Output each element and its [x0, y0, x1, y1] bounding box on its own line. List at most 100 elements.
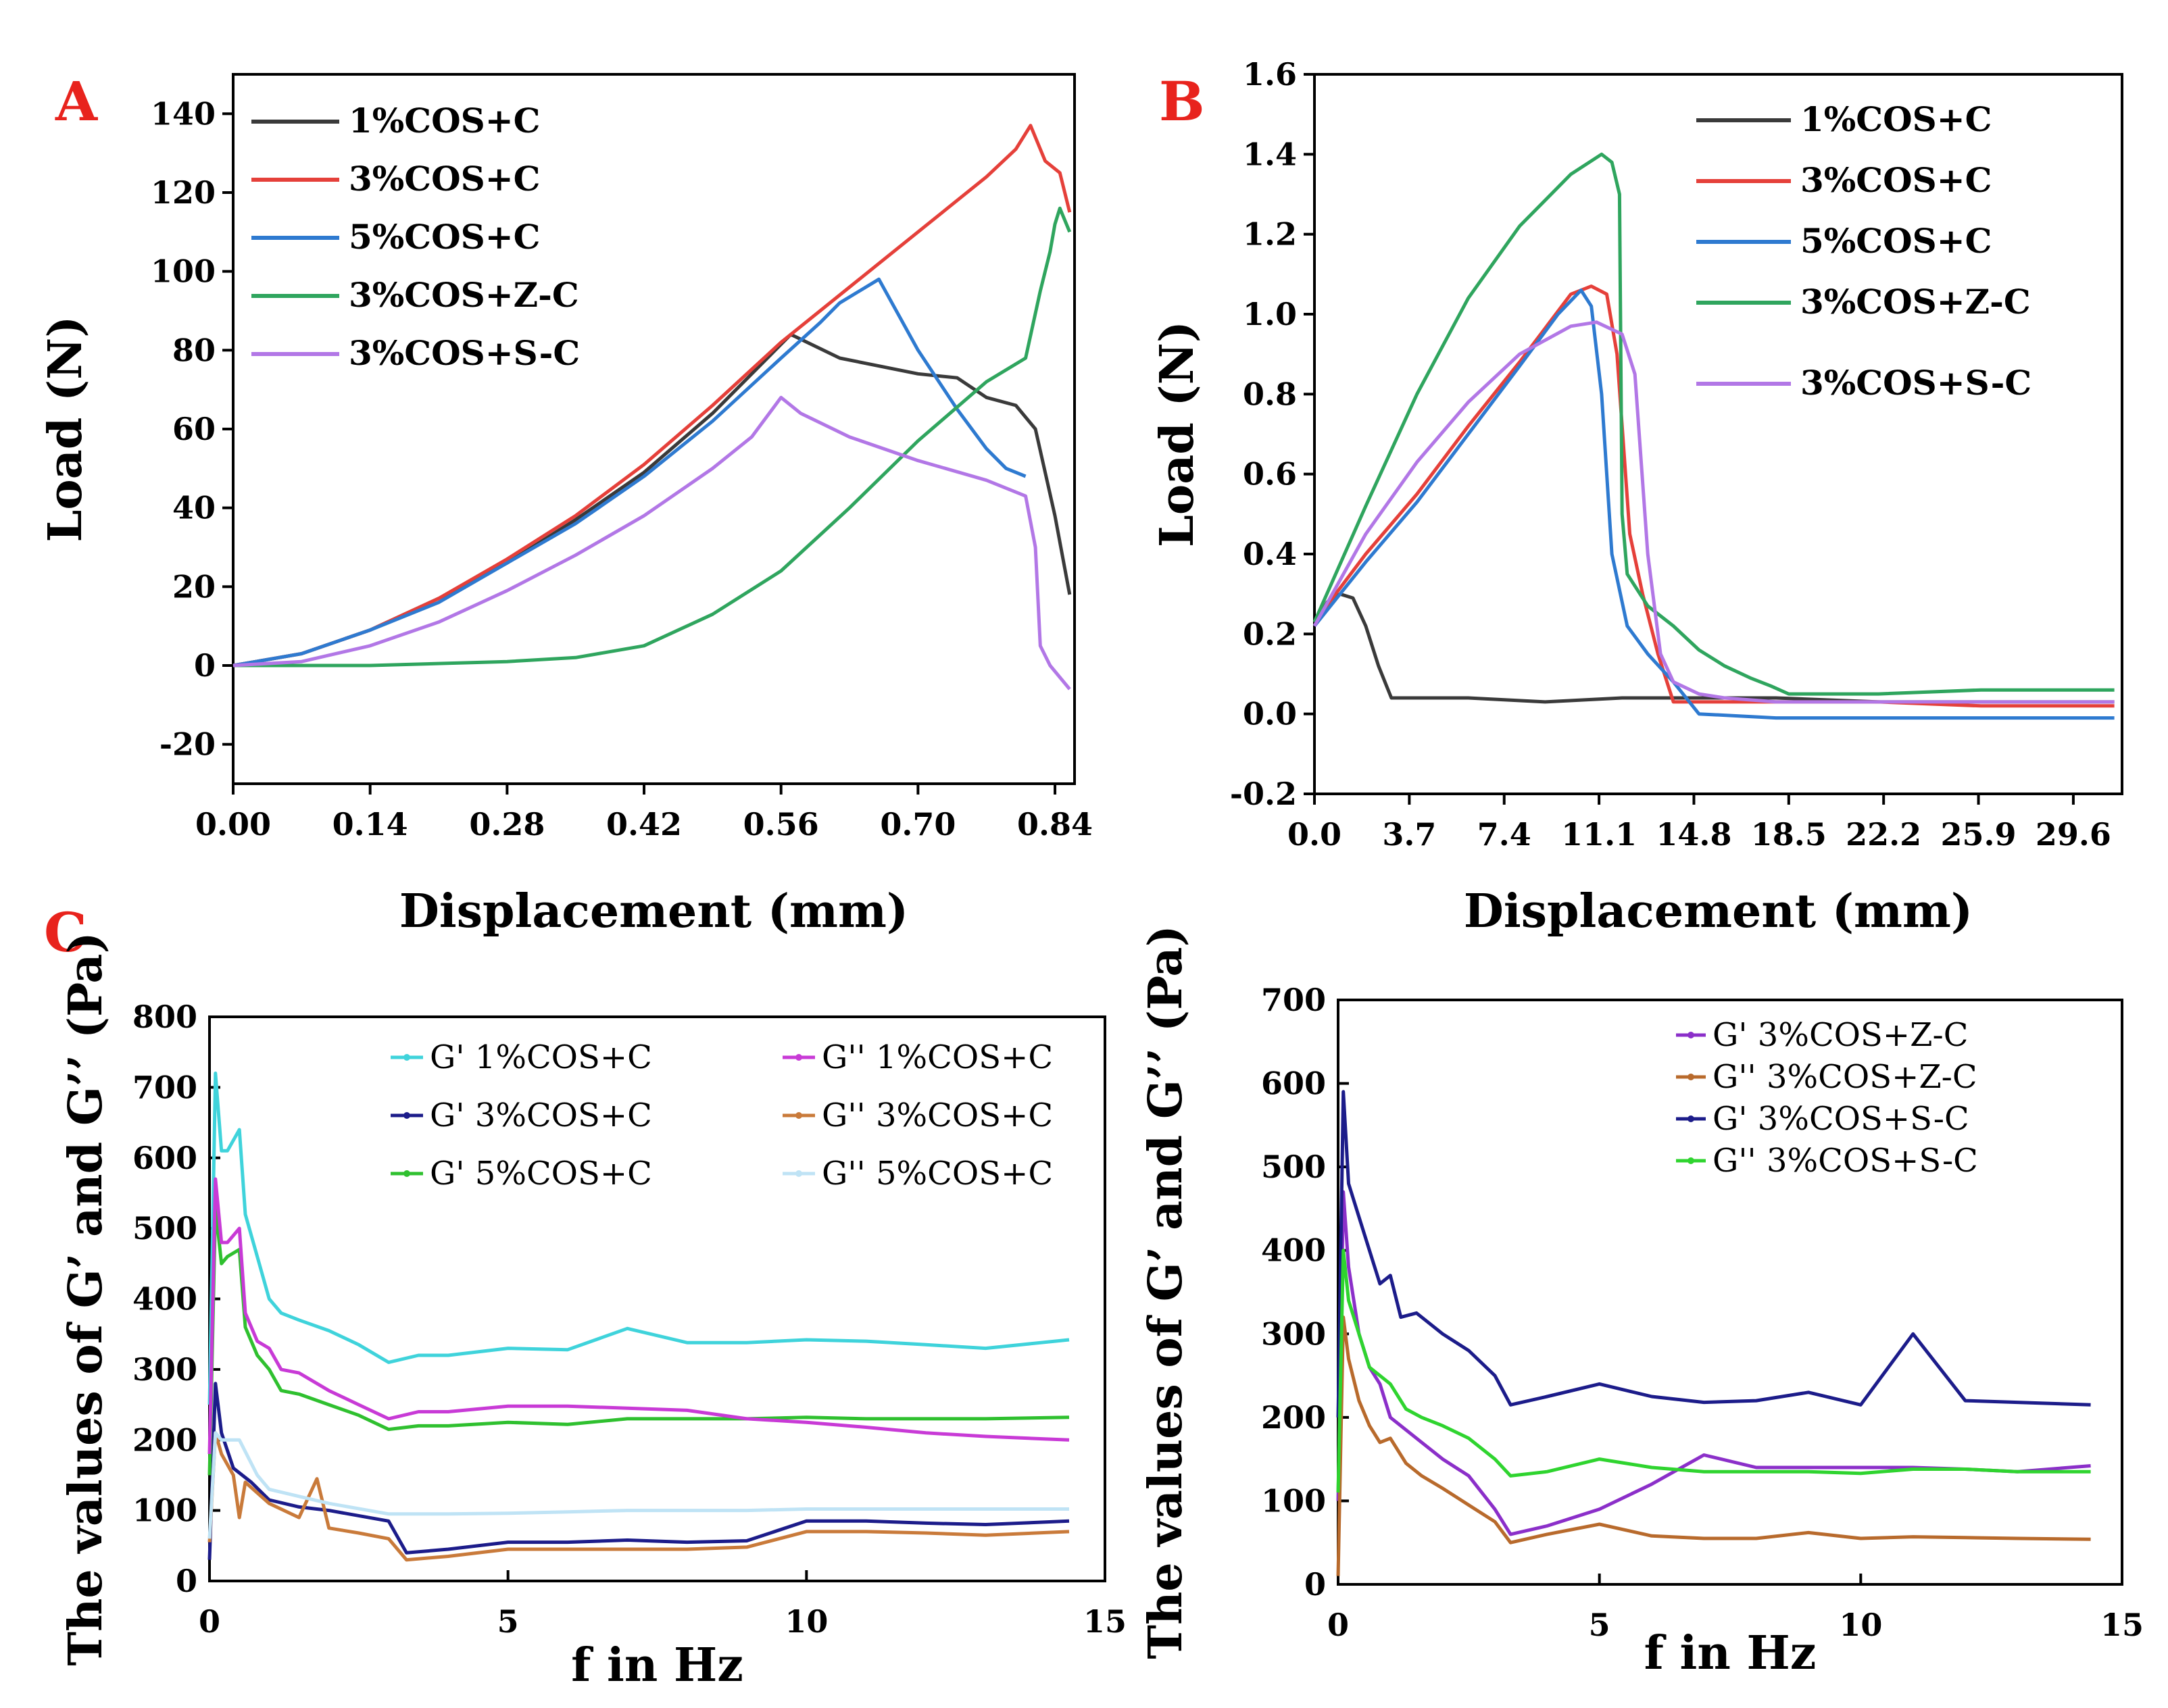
x-tick-label: 0.70 — [880, 806, 956, 843]
y-tick-label: 100 — [1261, 1482, 1326, 1519]
x-tick-label: 5 — [1589, 1607, 1610, 1643]
x-tick-label: 7.4 — [1477, 816, 1531, 853]
y-tick-label: 700 — [132, 1069, 197, 1105]
y-tick-label: 0.6 — [1243, 456, 1297, 493]
y-tick-label: 800 — [132, 999, 197, 1035]
legend-marker — [795, 1112, 802, 1119]
series-line — [1336, 1315, 2091, 1576]
legend-label: G' 5%COS+C — [430, 1155, 652, 1192]
legend-label: 3%COS+C — [349, 159, 540, 199]
x-tick-label: 14.8 — [1656, 816, 1731, 853]
legend-label: 5%COS+C — [1800, 221, 1992, 261]
y-axis-title: Load (N) — [1150, 321, 1204, 547]
series-line — [207, 1431, 1069, 1539]
legend-label: G' 3%COS+Z-C — [1713, 1016, 1968, 1054]
legend-label: G' 3%COS+S-C — [1713, 1100, 1969, 1138]
y-tick-label: 0.4 — [1243, 536, 1297, 572]
x-tick-label: 18.5 — [1751, 816, 1827, 853]
chart-c2-moduli-vs-frequency: 0 100 200 300 400 500 600 700 0 5 10 15 f in Hz The v… — [1139, 925, 2144, 1680]
x-tick-label: 0.0 — [1287, 816, 1341, 853]
y-tick-label: 0.0 — [1243, 696, 1297, 732]
y-axis-title: Load (N) — [39, 316, 93, 543]
legend-label: G'' 3%COS+Z-C — [1713, 1058, 1977, 1096]
y-tick-label: 400 — [1261, 1232, 1326, 1269]
legend-label: 3%COS+S-C — [349, 333, 580, 373]
y-tick-label: 140 — [151, 95, 216, 132]
x-tick-label: 0.56 — [743, 806, 819, 843]
y-tick-label: 600 — [132, 1140, 197, 1176]
x-tick-label: 0.28 — [469, 806, 545, 843]
x-tick-label: 5 — [497, 1603, 519, 1640]
y-tick-label: 1.6 — [1243, 56, 1297, 93]
x-tick-label: 11.1 — [1561, 816, 1637, 853]
y-tick-label: 1.0 — [1243, 296, 1297, 332]
series-line — [207, 1431, 1070, 1562]
x-tick-label: 0.14 — [332, 806, 408, 843]
series-line — [232, 124, 1072, 668]
plot-frame — [1313, 73, 2123, 795]
x-axis-title: Displacement (mm) — [1464, 884, 1973, 938]
legend-label: 3%COS+Z-C — [1800, 282, 2031, 322]
y-tick-label: 200 — [1261, 1399, 1326, 1436]
y-tick-label: 100 — [151, 253, 216, 290]
chart-b-load-vs-displacement: -0.2 0.0 0.2 0.4 0.6 0.8 1.0 1.2 1.4 1.6 0.0 3.7 7.4… — [1150, 56, 2123, 938]
chart-c1-moduli-vs-frequency: 0 100 200 300 400 500 600 700 800 0 5 10 15 f in Hz Th… — [59, 932, 1127, 1692]
y-tick-label: 0 — [1304, 1566, 1326, 1603]
x-tick-label: 0 — [199, 1603, 220, 1640]
x-axis-title: f in Hz — [1644, 1626, 1817, 1680]
y-tick-label: 100 — [132, 1492, 197, 1529]
legend-marker — [403, 1054, 410, 1061]
series-line — [1313, 288, 2115, 720]
x-axis-title: f in Hz — [571, 1638, 743, 1692]
y-axis-title: The values of G’ and G’’ (Pa) — [59, 932, 113, 1665]
legend-marker — [1687, 1074, 1694, 1080]
y-tick-label: 300 — [1261, 1315, 1326, 1352]
panel-label-a: A — [55, 70, 98, 133]
y-tick-label: 400 — [132, 1281, 197, 1317]
legend-marker — [403, 1112, 410, 1119]
series-line — [207, 1177, 1070, 1455]
x-tick-label: 0 — [1327, 1607, 1349, 1643]
legend-marker — [403, 1170, 410, 1177]
x-tick-label: 0.00 — [195, 806, 271, 843]
legend-label: G' 3%COS+C — [430, 1097, 652, 1134]
series-line — [232, 395, 1071, 690]
legend-label: G' 1%COS+C — [430, 1038, 652, 1076]
y-tick-label: 120 — [151, 174, 216, 211]
y-tick-label: 0 — [176, 1563, 197, 1599]
x-tick-label: 22.2 — [1846, 816, 1921, 853]
y-tick-label: 60 — [172, 411, 216, 447]
y-tick-label: -0.2 — [1230, 776, 1297, 812]
y-axis-title: The values of G’ and G’’ (Pa) — [1139, 925, 1193, 1659]
y-tick-label: 200 — [132, 1422, 197, 1458]
legend-label: 1%COS+C — [349, 101, 540, 141]
legend-marker — [1687, 1115, 1694, 1122]
series-line — [1312, 320, 2115, 704]
panel-label-c: C — [44, 901, 87, 964]
y-tick-label: 500 — [1261, 1149, 1326, 1185]
legend-label: G'' 5%COS+C — [822, 1155, 1053, 1192]
series-line — [1312, 592, 2115, 704]
y-tick-label: 80 — [172, 332, 216, 368]
x-tick-label: 10 — [785, 1603, 828, 1640]
panel-label-b: B — [1159, 70, 1205, 133]
x-tick-label: 25.9 — [1941, 816, 2017, 853]
legend-label: 3%COS+S-C — [1800, 363, 2031, 403]
legend-label: G'' 3%COS+S-C — [1713, 1142, 1978, 1180]
x-tick-label: 15 — [2100, 1607, 2144, 1643]
legend-marker — [795, 1170, 802, 1177]
x-tick-label: 15 — [1083, 1603, 1127, 1640]
legend-marker — [1687, 1032, 1694, 1038]
y-tick-label: 1.2 — [1243, 216, 1297, 253]
x-tick-label: 10 — [1839, 1607, 1882, 1643]
series-line — [232, 277, 1027, 668]
legend-marker — [1687, 1157, 1694, 1164]
y-tick-label: 700 — [1261, 982, 1326, 1018]
y-tick-label: 20 — [172, 568, 216, 605]
series-line — [207, 1072, 1070, 1405]
y-tick-label: 300 — [132, 1351, 197, 1388]
chart-a-load-vs-displacement: -20 0 20 40 60 80 100 120 140 0.00 0.14 0.28 0.42 0.5… — [39, 73, 1093, 938]
legend-label: 3%COS+C — [1800, 160, 1992, 200]
